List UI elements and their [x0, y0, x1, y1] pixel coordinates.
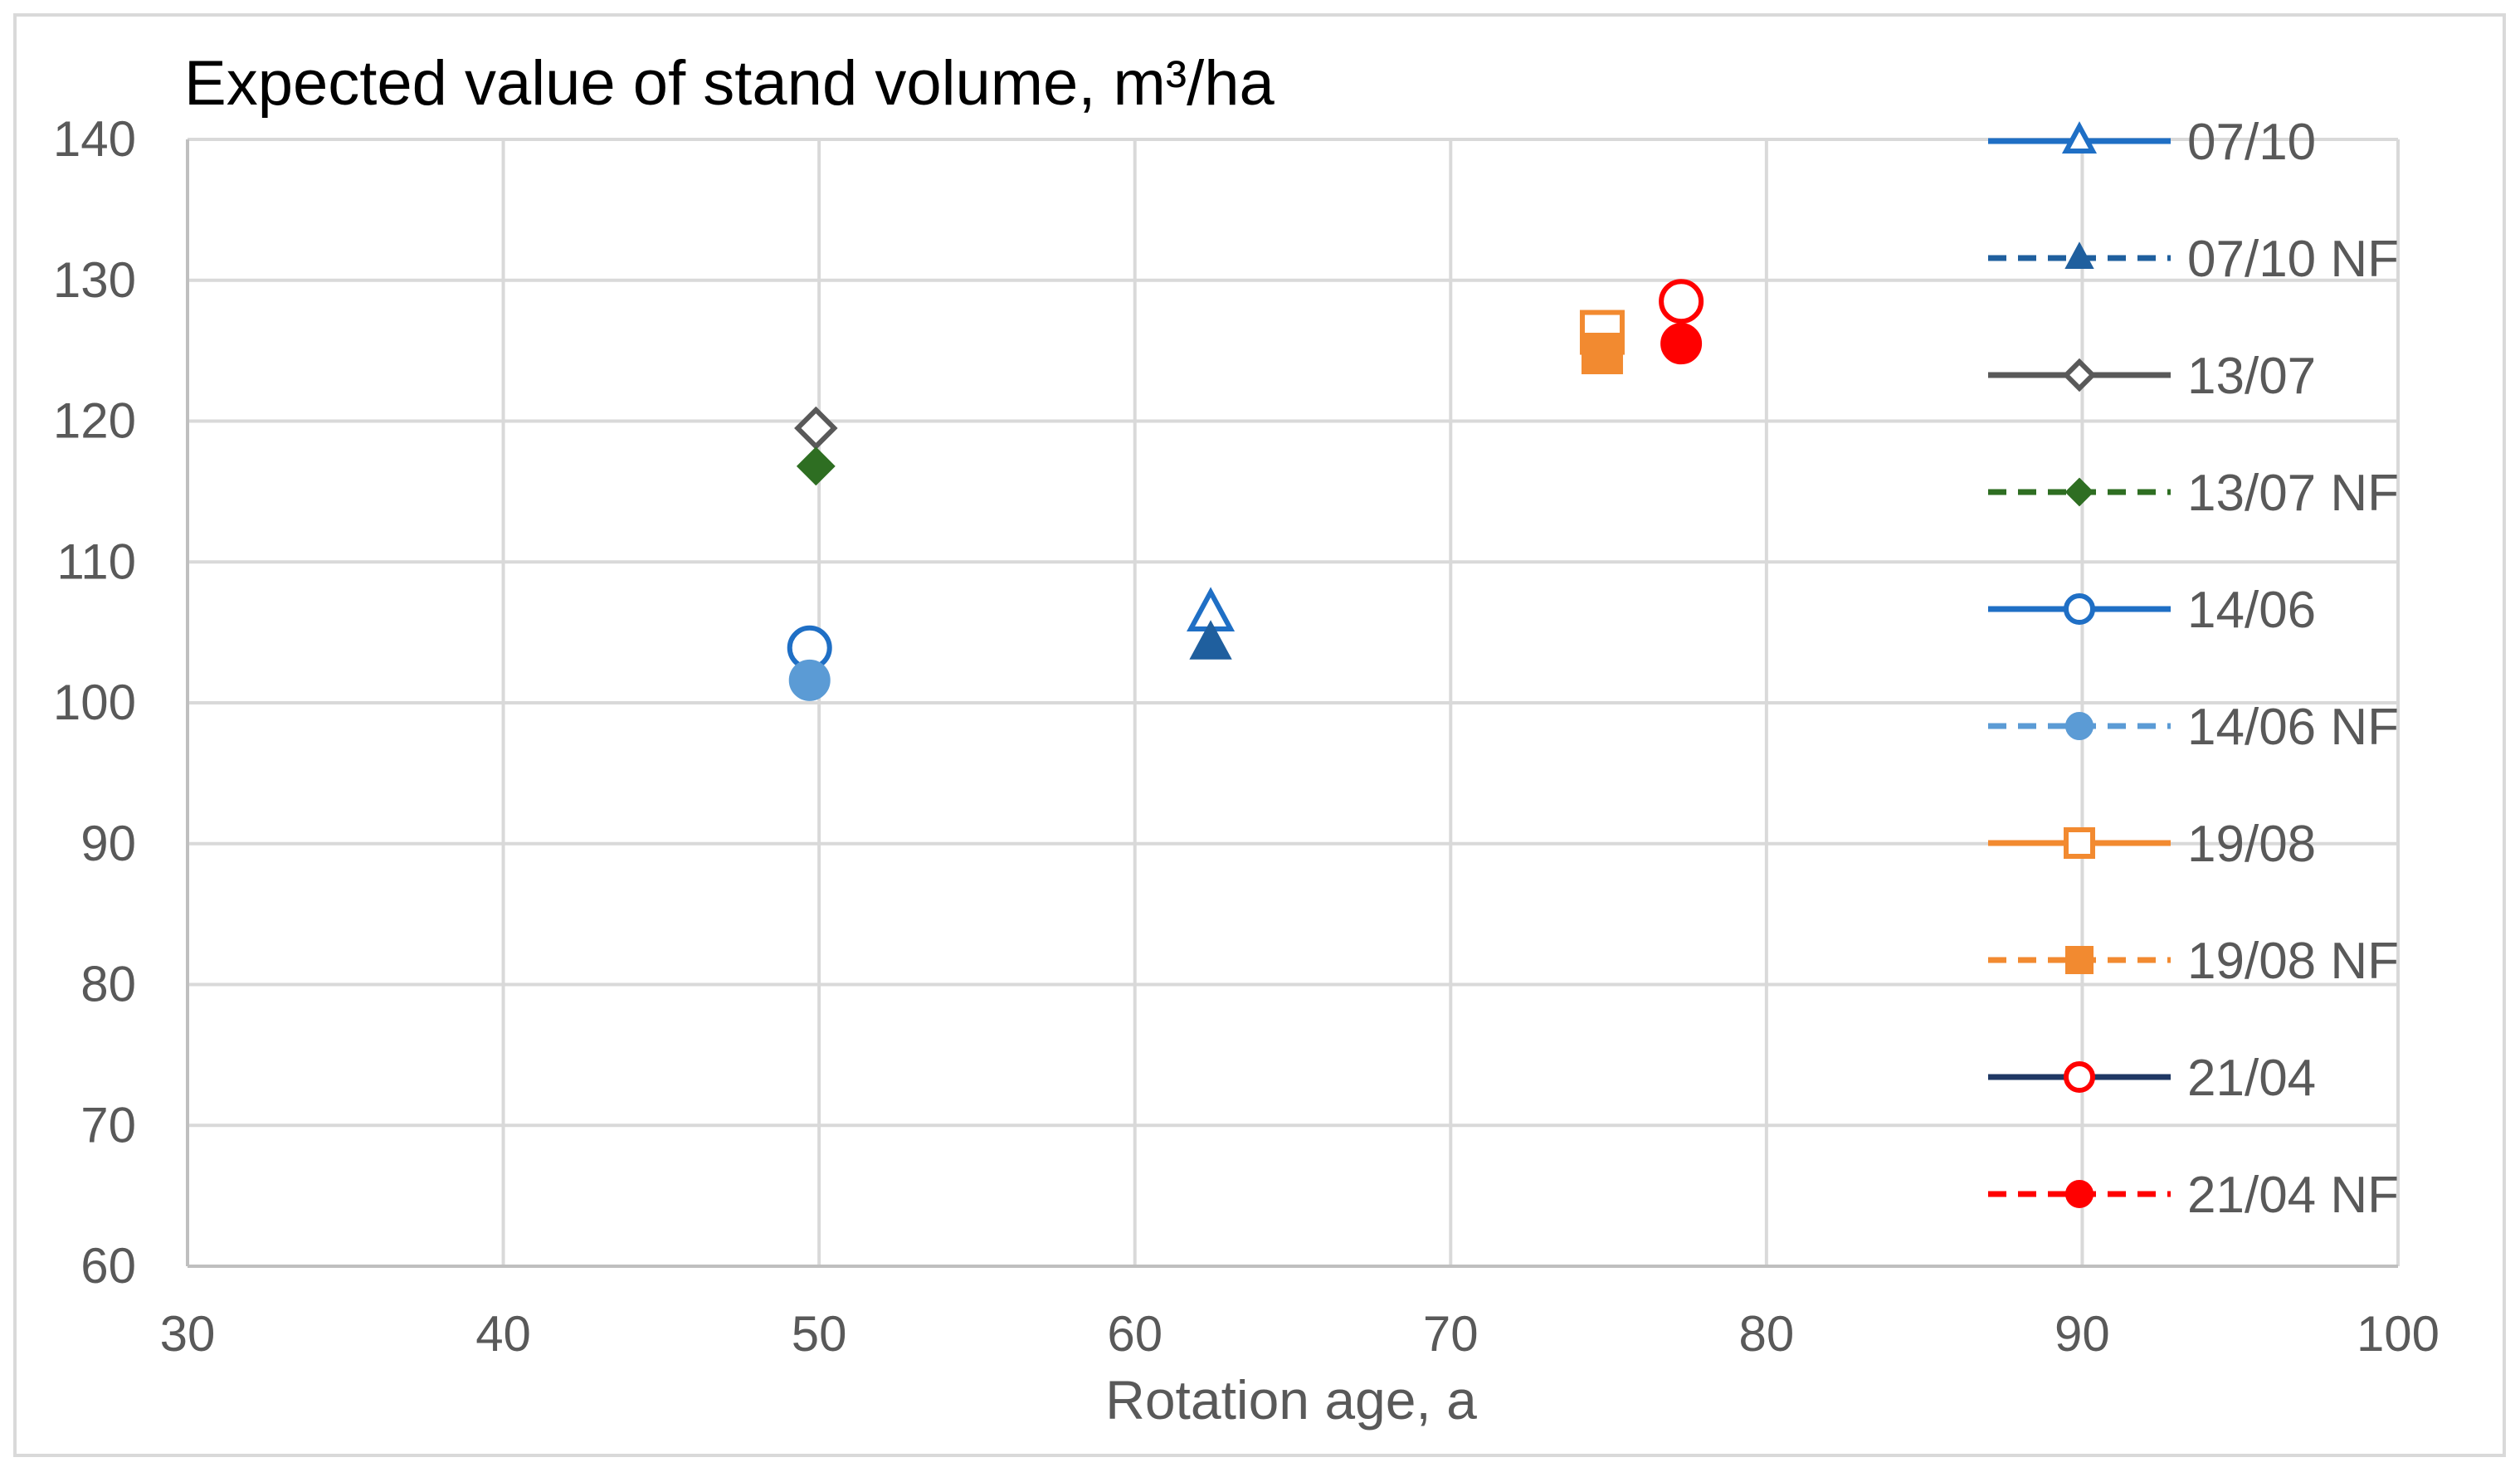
- y-tick-label-90: 90: [80, 816, 136, 871]
- legend-item-07-10-nf: 07/10 NF: [1988, 231, 2399, 288]
- y-tick-label-140: 140: [53, 111, 136, 167]
- x-tick-label-50: 50: [792, 1306, 847, 1362]
- legend-item-21-04: 21/04: [1988, 1050, 2316, 1107]
- y-tick-label-110: 110: [56, 534, 136, 589]
- grid-layer: [188, 138, 2400, 1266]
- tick-labels: 60 70 80 90 100 110 120 130 140 30 40 50 60 70 80 90 100: [53, 111, 2440, 1362]
- legend-label-07-10: 07/10: [2187, 114, 2316, 171]
- data-point-13-07-0: [794, 406, 838, 451]
- x-tick-label-70: 70: [1423, 1306, 1479, 1362]
- data-point-21-04-nf-0: [1660, 323, 1703, 365]
- legend-item-14-06-nf: 14/06 NF: [1988, 699, 2399, 756]
- y-tick-label-60: 60: [80, 1238, 136, 1294]
- legend-label-21-04: 21/04: [2187, 1050, 2316, 1107]
- legend-item-13-07: 13/07: [1988, 348, 2316, 405]
- legend-marker-07-10: [2061, 121, 2098, 154]
- chart-title: Expected value of stand volume, m³/ha: [184, 48, 1275, 119]
- legend-item-19-08-nf: 19/08 NF: [1988, 933, 2399, 990]
- legend-label-13-07: 13/07: [2187, 348, 2316, 405]
- legend-item-13-07-nf: 13/07 NF: [1988, 465, 2399, 522]
- data-markers: [787, 279, 1704, 701]
- data-point-14-06-nf-0: [788, 659, 831, 701]
- x-tick-label-40: 40: [475, 1306, 531, 1362]
- legend-marker-19-08-nf: [2065, 946, 2094, 974]
- x-tick-label-90: 90: [2055, 1306, 2110, 1362]
- legend-label-13-07-nf: 13/07 NF: [2187, 465, 2399, 522]
- legend-marker-14-06: [2064, 593, 2095, 625]
- legend-marker-07-10-nf: [2064, 241, 2094, 269]
- y-tick-label-100: 100: [53, 675, 136, 730]
- legend-marker-13-07-nf: [2064, 477, 2094, 507]
- y-tick-label-80: 80: [80, 957, 136, 1012]
- data-point-13-07-nf-0: [796, 446, 836, 486]
- scatter-chart: 60 70 80 90 100 110 120 130 140 30 40 50 60 70 80 90 100…: [53, 48, 2440, 1431]
- data-point-19-08-nf-0: [1581, 333, 1623, 375]
- data-point-07-10-nf-0: [1189, 620, 1232, 660]
- x-tick-label-30: 30: [160, 1306, 216, 1362]
- legend-label-21-04-nf: 21/04 NF: [2187, 1167, 2399, 1224]
- legend-marker-21-04: [2064, 1061, 2095, 1093]
- legend: 07/10 07/10 NF 13/07 13/07 NF 14/06 14/06 NF 1…: [1988, 114, 2399, 1224]
- legend-marker-19-08: [2064, 827, 2095, 859]
- legend-label-14-06-nf: 14/06 NF: [2187, 699, 2399, 756]
- legend-marker-13-07: [2062, 358, 2097, 392]
- x-tick-label-80: 80: [1738, 1306, 1794, 1362]
- data-point-21-04-0: [1659, 279, 1704, 324]
- y-tick-label-130: 130: [53, 252, 136, 308]
- legend-label-07-10-nf: 07/10 NF: [2187, 231, 2399, 288]
- x-tick-label-60: 60: [1107, 1306, 1163, 1362]
- legend-item-07-10: 07/10: [1988, 114, 2316, 171]
- y-tick-label-70: 70: [80, 1097, 136, 1153]
- legend-marker-21-04-nf: [2065, 1180, 2094, 1208]
- x-tick-label-100: 100: [2357, 1306, 2440, 1362]
- y-tick-label-120: 120: [53, 393, 136, 449]
- legend-label-19-08-nf: 19/08 NF: [2187, 933, 2399, 990]
- legend-marker-14-06-nf: [2065, 712, 2094, 740]
- legend-item-21-04-nf: 21/04 NF: [1988, 1167, 2399, 1224]
- legend-label-19-08: 19/08: [2187, 816, 2316, 873]
- legend-item-14-06: 14/06: [1988, 582, 2316, 639]
- legend-item-19-08: 19/08: [1988, 816, 2316, 873]
- axis-layer: [186, 139, 2398, 1268]
- x-axis-title: Rotation age, a: [1105, 1369, 1477, 1431]
- chart-frame: 60 70 80 90 100 110 120 130 140 30 40 50 60 70 80 90 100…: [13, 13, 2506, 1457]
- legend-label-14-06: 14/06: [2187, 582, 2316, 639]
